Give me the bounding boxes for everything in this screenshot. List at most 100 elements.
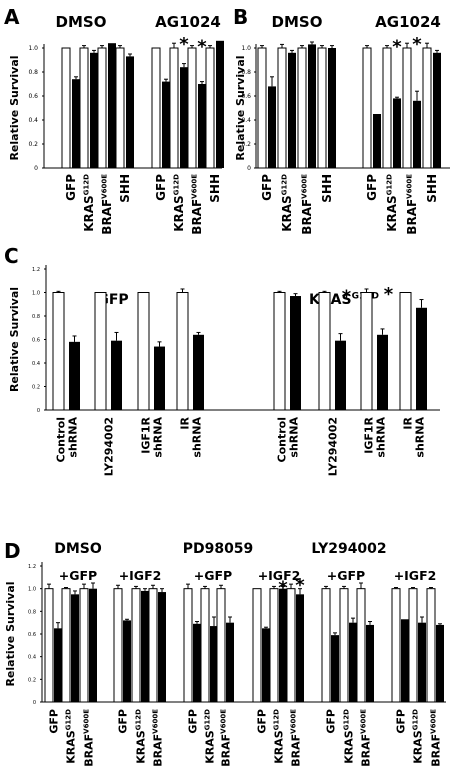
- bar-treated: [401, 619, 409, 702]
- y-tick-label: 0.6: [241, 93, 251, 100]
- bar-control: [277, 47, 287, 169]
- category-label: KRASG12D: [172, 174, 186, 232]
- y-tick-label: 0.6: [28, 632, 36, 638]
- bar-control: [360, 292, 373, 411]
- bar-treated: [193, 623, 201, 702]
- bar-treated: [126, 56, 134, 168]
- bar-control: [252, 588, 262, 703]
- bar-treated: [335, 340, 346, 410]
- bar-control: [382, 47, 392, 169]
- group-title: +IGF2: [258, 568, 301, 583]
- y-tick-label: 0.2: [28, 677, 36, 683]
- category-label: BRAFV600E: [151, 709, 164, 767]
- bar-control: [148, 588, 158, 703]
- bar-treated: [123, 620, 131, 702]
- y-axis-label: Relative Survival: [8, 55, 21, 160]
- y-tick-label: 0.6: [28, 93, 38, 100]
- y-tick-label: 0.2: [241, 141, 251, 148]
- bar-control: [321, 588, 331, 703]
- y-tick-label: 1.0: [28, 587, 36, 593]
- category-label: KRASG12D: [385, 174, 399, 232]
- y-tick-label: 0: [37, 408, 40, 414]
- bar-control: [339, 588, 349, 703]
- treatment-title: PD98059: [183, 541, 254, 557]
- bar-treated: [162, 81, 170, 168]
- bar-treated: [373, 114, 381, 168]
- category-label: KRASG12D: [64, 709, 77, 764]
- bar-control: [97, 47, 107, 169]
- category-label: shRNA: [67, 417, 80, 458]
- bar-treated: [288, 52, 296, 168]
- y-axis-label: Relative Survival: [234, 55, 247, 160]
- bar-treated: [141, 590, 149, 702]
- bar-treated: [262, 628, 270, 702]
- y-tick-label: 0: [34, 165, 38, 172]
- category-label: GFP: [365, 174, 379, 201]
- category-label: BRAFV600E: [300, 174, 314, 235]
- category-label: GFP: [154, 174, 168, 201]
- bar-treated: [210, 626, 218, 702]
- bar-control: [61, 588, 71, 703]
- y-tick-label: 0.4: [28, 117, 38, 124]
- bar-control: [183, 588, 193, 703]
- category-label: KRASG12D: [203, 709, 216, 764]
- significance-star: *: [278, 577, 288, 598]
- bar-treated: [158, 592, 166, 702]
- category-label: GFP: [325, 709, 338, 734]
- y-axis-label: Relative Survival: [8, 287, 21, 392]
- bar-control: [286, 588, 296, 703]
- bar-control: [176, 292, 189, 411]
- category-label: BRAFV600E: [289, 709, 302, 767]
- bar-control: [297, 47, 307, 169]
- bar-treated: [268, 86, 276, 168]
- treatment-title: LY294002: [311, 541, 386, 557]
- bar-treated: [377, 334, 388, 410]
- bar-treated: [413, 100, 421, 168]
- bar-control: [187, 47, 197, 169]
- bar-control: [205, 47, 215, 169]
- bar-treated: [71, 594, 79, 702]
- category-label: BRAFV600E: [219, 709, 232, 767]
- bar-control: [169, 47, 179, 169]
- y-tick-label: 0: [247, 165, 251, 172]
- y-tick-label: 1.0: [32, 291, 40, 297]
- category-label: shRNA: [152, 417, 165, 458]
- y-tick-label: 0.2: [28, 141, 38, 148]
- bar-treated: [108, 43, 116, 169]
- bar-control: [273, 292, 286, 411]
- y-tick-label: 1.2: [28, 564, 36, 570]
- y-tick-label: 0.8: [241, 69, 251, 76]
- y-tick-label: 0: [33, 700, 36, 706]
- panel-letter: D: [4, 539, 21, 563]
- bar-treated: [216, 40, 224, 168]
- category-label: GFP: [260, 174, 274, 201]
- bar-control: [269, 588, 279, 703]
- category-label: SHH: [208, 174, 222, 203]
- bar-control: [408, 588, 418, 703]
- bar-control: [61, 47, 71, 169]
- category-label: GFP: [48, 709, 61, 734]
- y-tick-label: 0.2: [32, 385, 40, 391]
- category-label: IGF1R: [140, 416, 153, 453]
- y-tick-label: 1.2: [32, 267, 40, 273]
- panel-D: D 0 0.2 0.4 0.6 0.8 1.0 1.2 Relative Survival DMS…: [4, 539, 446, 767]
- treatment-title: DMSO: [54, 541, 102, 557]
- bar-treated: [154, 346, 165, 410]
- bar-treated: [54, 628, 62, 702]
- group-title: +IGF2: [394, 568, 437, 583]
- category-label: IR: [402, 416, 415, 429]
- significance-star: *: [384, 284, 394, 305]
- bar-treated: [328, 48, 336, 168]
- bar-treated: [349, 622, 357, 702]
- significance-star: *: [412, 34, 422, 55]
- bar-control: [216, 588, 226, 703]
- y-tick-label: 0.8: [28, 609, 36, 615]
- panel-letter: B: [233, 5, 248, 29]
- bar-treated: [433, 52, 441, 168]
- category-label: BRAFV600E: [405, 174, 419, 235]
- significance-star: *: [179, 34, 189, 55]
- bar-control: [422, 47, 432, 169]
- bar-treated: [226, 622, 234, 702]
- bar-treated: [89, 588, 97, 702]
